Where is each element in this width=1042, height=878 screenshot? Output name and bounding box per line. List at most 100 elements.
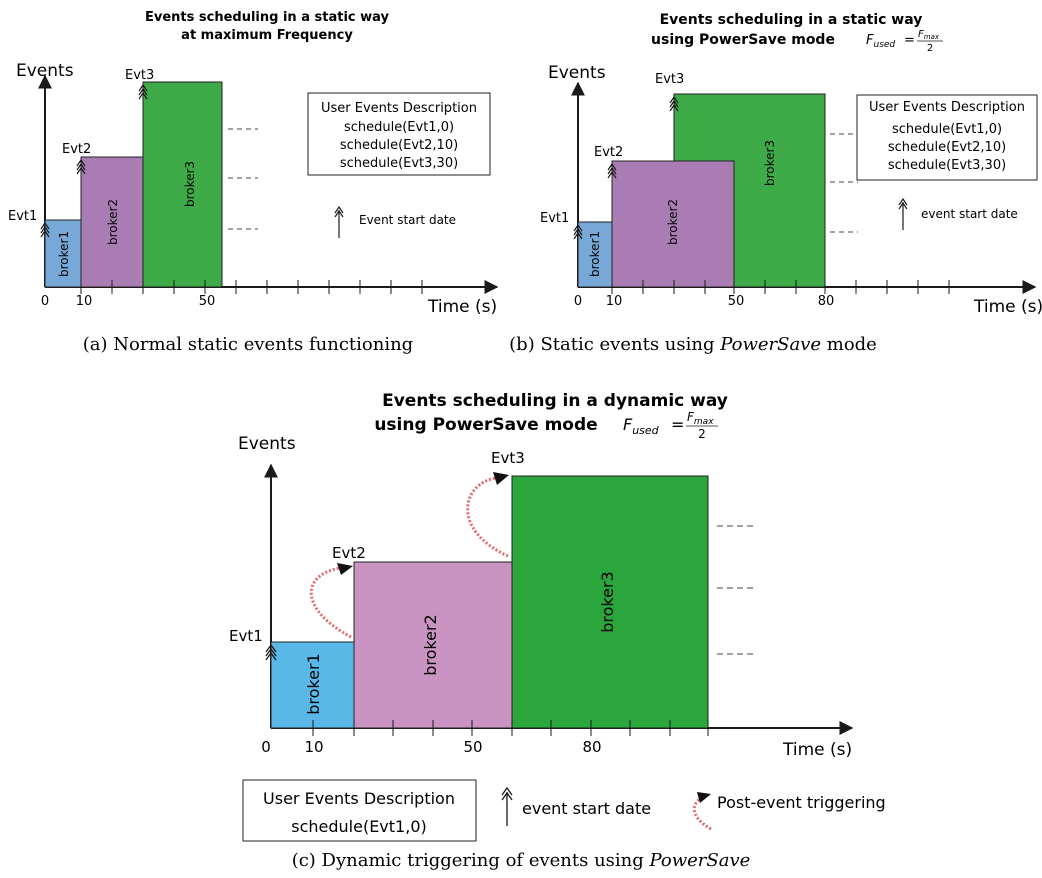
panel-a: Events scheduling in a static way at max…	[8, 10, 499, 355]
panel-b-evt3-label: Evt3	[655, 72, 684, 87]
panel-b-broker2-label: broker2	[666, 199, 680, 245]
panel-b: Events scheduling in a static way using …	[509, 12, 1042, 355]
panel-b-x-axis-label: Time (s)	[973, 297, 1042, 317]
panel-a-legend-line-1: schedule(Evt1,0)	[344, 120, 454, 135]
panel-c-tick-label-10: 10	[304, 738, 323, 756]
panel-a-caption: (a) Normal static events functioning	[83, 334, 413, 355]
panel-a-broker2-label: broker2	[106, 199, 120, 245]
panel-c-title-line1: Events scheduling in a dynamic way	[382, 391, 728, 411]
panel-a-level-dashes	[228, 128, 258, 230]
panel-c-evt3-label: Evt3	[491, 449, 525, 467]
panel-a-evt3-marker-icon	[138, 83, 148, 100]
panel-c-x-ticks	[312, 720, 709, 736]
panel-b-evt2-label: Evt2	[594, 145, 623, 160]
panel-a-evt1-marker-icon	[40, 221, 50, 238]
panel-c-start-date-label: event start date	[522, 799, 651, 818]
panel-a-broker3-label: broker3	[183, 161, 197, 207]
panel-b-evt1-label: Evt1	[540, 211, 569, 226]
panel-b-legend-line-3: schedule(Evt3,30)	[888, 158, 1006, 173]
panel-b-legend-box	[856, 94, 1038, 181]
panel-c-broker1-label: broker1	[304, 653, 323, 714]
panel-b-title-line2: using PowerSave mode	[651, 32, 835, 48]
panel-c-broker3-label: broker3	[598, 571, 617, 632]
panel-a-start-date-label: Event start date	[359, 213, 456, 227]
panel-c-evt1-label: Evt1	[229, 627, 263, 645]
panel-b-evt2-marker-icon	[607, 162, 617, 179]
panel-a-evt3-label: Evt3	[125, 68, 154, 83]
panel-c-formula: Fused = Fmax 2	[623, 410, 718, 441]
panel-c-tick-label-50: 50	[463, 738, 482, 756]
panel-b-legend-line-1: schedule(Evt1,0)	[892, 122, 1002, 137]
panel-a-broker3-box	[142, 81, 223, 288]
svg-text:Fused: Fused	[623, 415, 660, 437]
panel-a-broker1-label: broker1	[57, 231, 71, 277]
panel-a-legend-title: User Events Description	[321, 101, 477, 116]
svg-text:Fused: Fused	[866, 33, 895, 50]
panel-c: Events scheduling in a dynamic way using…	[229, 391, 886, 871]
panel-c-broker2-box	[353, 561, 513, 729]
panel-a-title-line1: Events scheduling in a static way	[145, 10, 390, 25]
panel-a-tick-label-0: 0	[41, 294, 49, 309]
panel-b-tick-label-10: 10	[606, 294, 623, 309]
panel-b-tick-label-0: 0	[574, 294, 582, 309]
panel-a-evt2-label: Evt2	[62, 142, 91, 157]
panel-a-legend-box	[307, 92, 491, 176]
panel-a-y-axis-label: Events	[16, 61, 74, 81]
panel-b-tick-label-80: 80	[818, 294, 835, 309]
panel-c-title-line2: using PowerSave mode	[374, 415, 597, 435]
panel-c-evt1-marker-icon	[265, 643, 277, 661]
panel-c-x-axis-label: Time (s)	[782, 740, 852, 760]
panel-c-broker1-box	[270, 641, 355, 729]
panel-c-post-event-arc-2	[466, 476, 509, 558]
panel-c-post-event-arc-1	[309, 566, 352, 639]
panel-c-post-event-label: Post-event triggering	[717, 793, 886, 812]
panel-c-post-event-arrowhead-2-icon	[493, 472, 509, 485]
panel-b-y-axis-label: Events	[548, 63, 606, 83]
panel-b-legend-line-2: schedule(Evt2,10)	[888, 140, 1006, 155]
panel-a-broker2-box	[80, 156, 144, 288]
svg-text:2: 2	[927, 43, 933, 54]
panel-c-legend-title: User Events Description	[263, 789, 455, 808]
panel-c-post-event-legend-arrowhead-icon	[697, 792, 711, 803]
panel-a-evt1-label: Evt1	[8, 209, 37, 224]
panel-c-post-event-legend-arc	[692, 796, 712, 831]
panel-b-tick-label-50: 50	[728, 294, 745, 309]
panel-c-broker3-box	[511, 475, 709, 729]
panel-b-broker2-box	[611, 160, 735, 288]
panel-a-x-axis-label: Time (s)	[427, 297, 497, 317]
panel-a-broker1-box	[44, 219, 82, 288]
panel-a-tick-label-10: 10	[76, 294, 93, 309]
panel-a-legend-line-2: schedule(Evt2,10)	[340, 138, 458, 153]
panel-c-caption: (c) Dynamic triggering of events using P…	[292, 850, 751, 871]
panel-b-caption: (b) Static events using PowerSave mode	[509, 334, 877, 355]
panel-b-broker3-label: broker3	[763, 140, 777, 186]
panel-b-evt3-marker-icon	[669, 95, 679, 112]
svg-text:Fmax: Fmax	[918, 29, 940, 41]
svg-text:=: =	[671, 415, 684, 434]
panel-b-formula: Fused = Fmax 2	[866, 29, 943, 54]
panel-c-broker2-label: broker2	[421, 614, 440, 675]
panel-a-title-line2: at maximum Frequency	[181, 28, 353, 43]
panel-b-level-dashes	[830, 133, 858, 233]
panel-b-legend-title: User Events Description	[869, 100, 1025, 115]
panel-b-title-line1: Events scheduling in a static way	[660, 12, 923, 28]
panel-a-x-ticks	[80, 280, 423, 294]
svg-text:=: =	[904, 33, 915, 48]
panel-c-legend-box	[242, 779, 477, 842]
panel-c-y-axis-label: Events	[238, 434, 296, 454]
panel-b-evt1-marker-icon	[573, 223, 583, 240]
panel-c-tick-label-0: 0	[261, 738, 271, 756]
panel-a-tick-label-50: 50	[199, 294, 216, 309]
panel-c-legend-line-1: schedule(Evt1,0)	[291, 817, 426, 836]
panel-b-start-date-marker-icon	[898, 197, 908, 230]
panel-a-evt2-marker-icon	[76, 158, 86, 175]
panel-a-legend-line-3: schedule(Evt3,30)	[340, 156, 458, 171]
panel-c-start-date-marker-icon	[501, 786, 513, 826]
panel-c-level-dashes	[717, 525, 753, 655]
svg-text:Fmax: Fmax	[687, 410, 714, 427]
panel-c-evt2-label: Evt2	[332, 544, 366, 562]
panel-c-tick-label-80: 80	[582, 738, 601, 756]
panel-c-post-event-arrowhead-1-icon	[337, 563, 353, 575]
panel-b-broker1-label: broker1	[588, 231, 602, 277]
